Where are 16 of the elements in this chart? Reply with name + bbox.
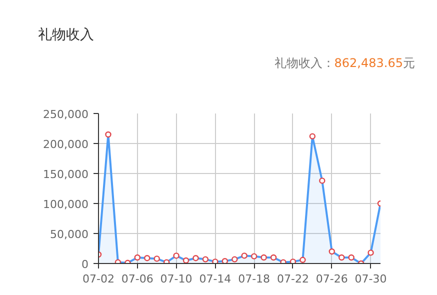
y-tick-label: 100,000 xyxy=(43,198,89,211)
y-tick-label: 50,000 xyxy=(50,228,89,241)
x-tick-label: 07-18 xyxy=(238,272,270,286)
x-tick-label: 07-14 xyxy=(199,272,232,286)
x-tick-label: 07-10 xyxy=(160,272,192,286)
x-tick-label: 07-30 xyxy=(354,272,387,286)
x-tick-label: 07-22 xyxy=(277,272,309,286)
y-tick-label: 0 xyxy=(82,258,88,271)
chart-title: 礼物收入 xyxy=(38,26,94,45)
y-tick-label: 200,000 xyxy=(43,138,89,151)
chart-subtitle: 礼物收入：862,483.65元 xyxy=(274,56,415,70)
x-tick-label: 07-06 xyxy=(121,272,154,286)
x-tick-label: 07-26 xyxy=(316,272,348,286)
x-tick-label: 07-02 xyxy=(82,272,114,286)
y-tick-label: 250,000 xyxy=(43,108,89,121)
y-tick-label: 150,000 xyxy=(43,168,89,181)
